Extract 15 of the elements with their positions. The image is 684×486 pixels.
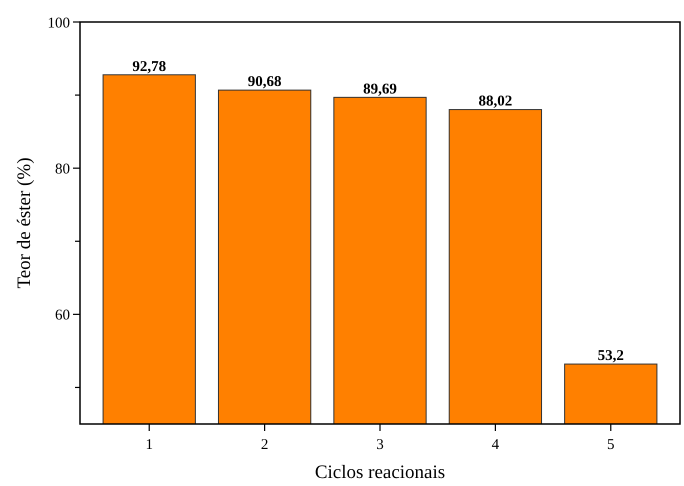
y-tick-label: 60 (55, 308, 70, 324)
data-label: 89,69 (363, 81, 397, 98)
x-tick-label: 5 (607, 437, 615, 453)
y-tick-label: 80 (55, 161, 70, 178)
x-axis-title: Ciclos reacionais (314, 462, 446, 483)
x-tick-label: 4 (492, 437, 500, 453)
data-label: 53,2 (598, 348, 624, 364)
x-tick-label: 2 (260, 437, 268, 453)
y-axis-title: Teor de éster (%) (14, 157, 35, 289)
x-tick-label: 1 (145, 437, 153, 453)
y-tick-label: 100 (48, 15, 70, 32)
data-label: 92,78 (132, 58, 166, 75)
data-label: 88,02 (478, 94, 512, 110)
data-label: 90,68 (248, 74, 282, 90)
x-tick-label: 3 (376, 437, 384, 453)
